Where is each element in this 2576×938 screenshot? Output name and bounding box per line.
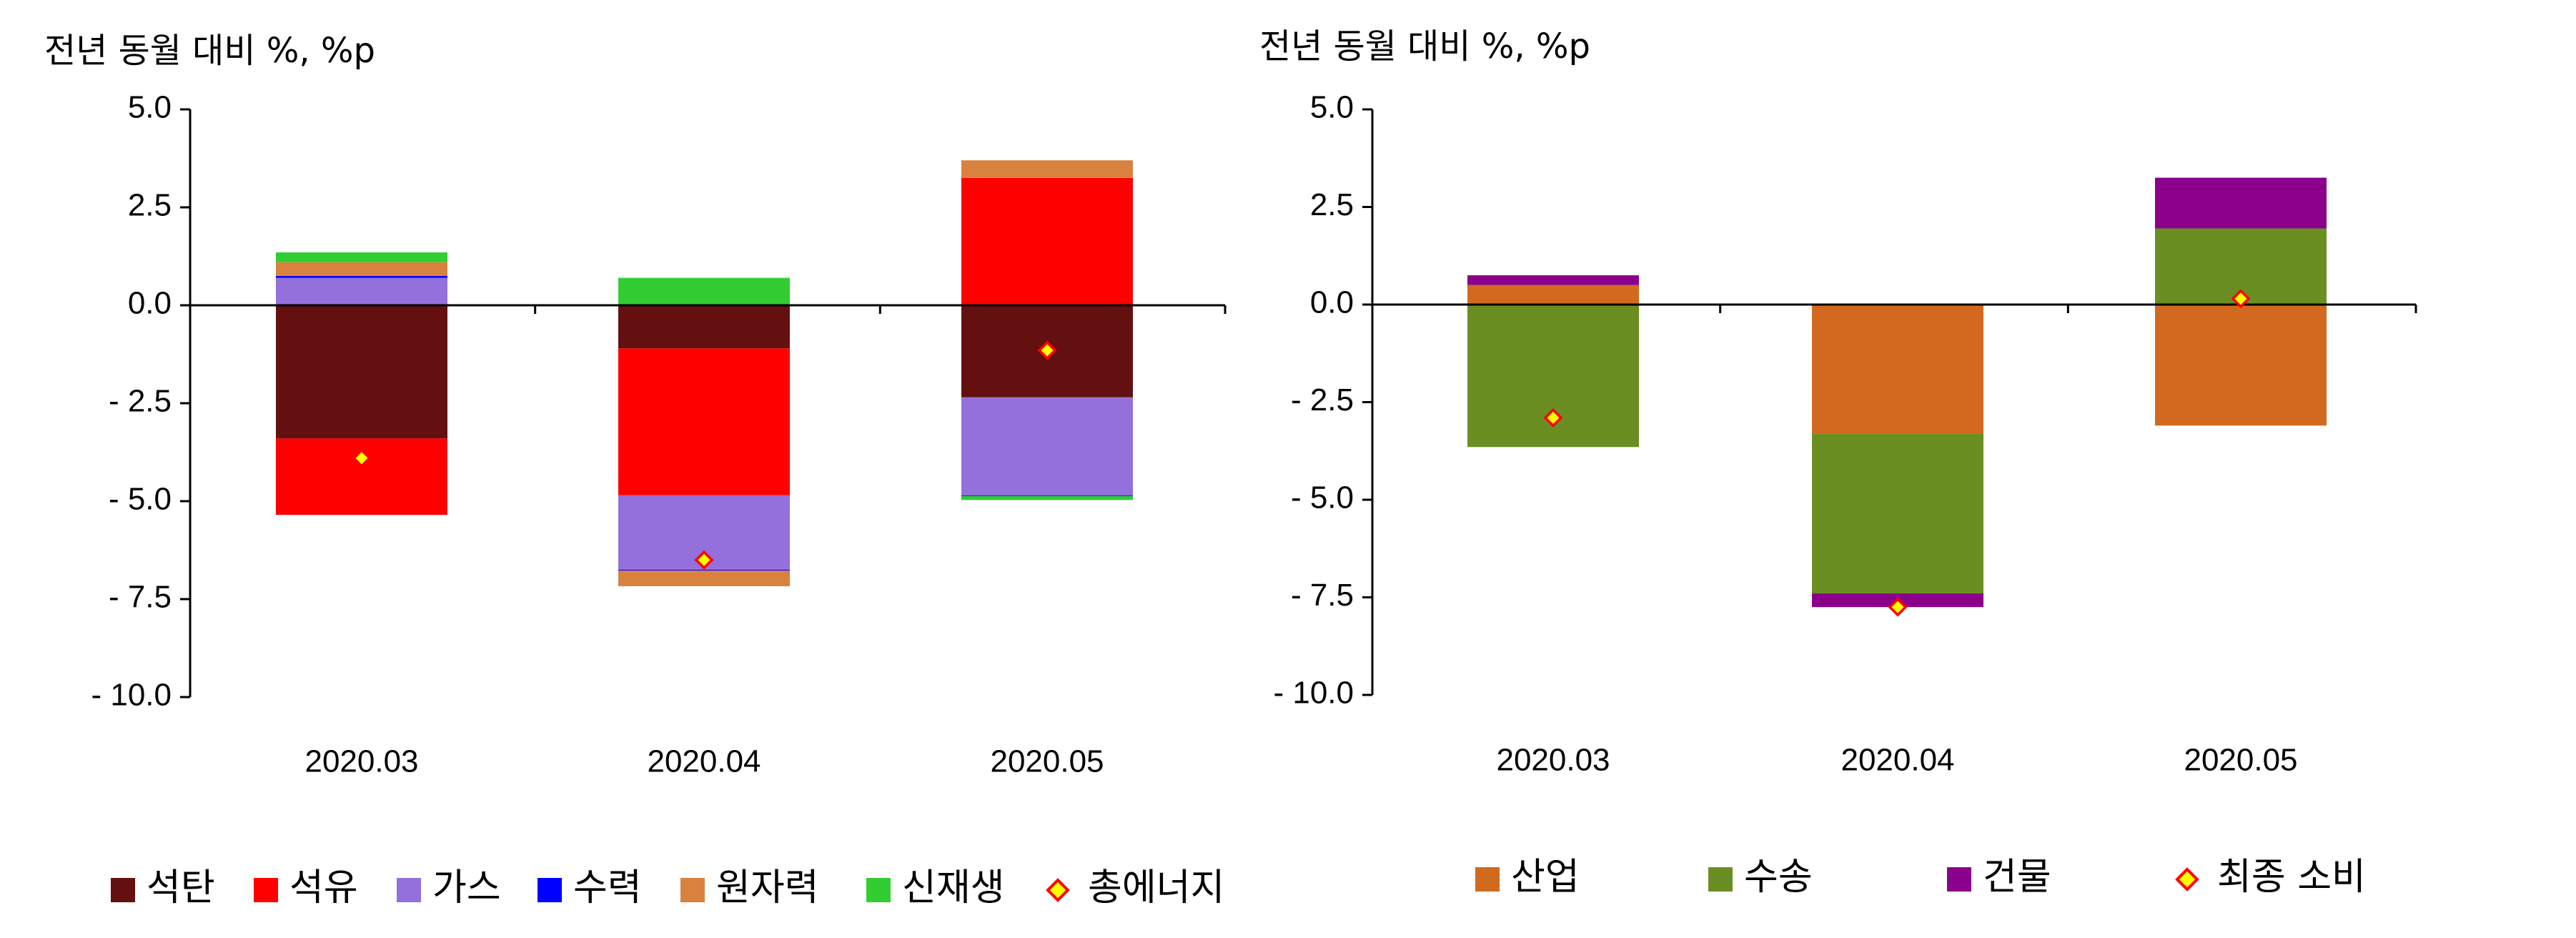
y-tick-label: 0.0	[1310, 285, 1354, 320]
x-tick-label: 2020.04	[1841, 743, 1954, 778]
legend-label: 원자력	[716, 867, 819, 909]
legend-label: 총에너지	[1088, 867, 1224, 909]
legend-label: 수력	[573, 867, 642, 909]
legend-swatch	[254, 878, 278, 902]
legend-label: 최종 소비	[2217, 856, 2366, 899]
y-tick-label: - 5.0	[109, 482, 172, 517]
bar-segment	[618, 305, 790, 349]
total-marker	[1543, 408, 1563, 428]
bar-segment	[1812, 433, 1983, 594]
y-tick-label: 5.0	[128, 90, 172, 125]
x-tick-label: 2020.05	[2184, 743, 2297, 778]
y-tick-label: 2.5	[1310, 187, 1354, 222]
y-tick-label: - 2.5	[1291, 382, 1354, 418]
y-tick-label: - 5.0	[1291, 480, 1354, 515]
bar-segment	[276, 252, 447, 262]
bar-segment	[1812, 305, 1983, 434]
legend-swatch	[111, 878, 135, 902]
legend-swatch	[1947, 867, 1971, 892]
bar-segment	[618, 277, 790, 305]
bar-segment	[961, 495, 1133, 496]
total-marker	[1037, 340, 1057, 360]
legend-label: 산업	[1511, 856, 1580, 899]
bar-segment	[1467, 275, 1639, 285]
bar-segment	[2155, 305, 2327, 426]
legend-swatch	[538, 878, 562, 902]
bar-segment	[276, 275, 447, 278]
legend-swatch	[1708, 867, 1733, 892]
legend-label: 석유	[289, 867, 358, 909]
y-tick-label: 2.5	[128, 188, 172, 223]
legend-marker	[1046, 878, 1070, 902]
y-tick-label: 0.0	[128, 286, 172, 321]
bar-segment	[618, 348, 790, 495]
legend-swatch	[680, 878, 705, 902]
legend-label: 석탄	[147, 867, 215, 909]
bar-segment	[618, 569, 790, 571]
legend-label: 가스	[432, 867, 501, 909]
x-tick-label: 2020.03	[1496, 743, 1610, 778]
x-tick-label: 2020.03	[304, 744, 418, 779]
legend-marker	[2175, 867, 2199, 892]
y-axis-label: 전년 동월 대비 %, %p	[1259, 26, 1590, 66]
total-marker	[352, 448, 372, 468]
bar-segment	[961, 160, 1133, 178]
total-marker	[1888, 597, 1908, 617]
total-marker	[694, 550, 714, 570]
bar-segment	[276, 262, 447, 276]
y-axis-label: 전년 동월 대비 %, %p	[44, 31, 375, 71]
bar-segment	[276, 277, 447, 305]
x-tick-label: 2020.04	[647, 744, 761, 779]
bar-segment	[618, 570, 790, 586]
bar-segment	[2155, 177, 2327, 229]
y-tick-label: 5.0	[1310, 90, 1354, 125]
legend-swatch	[397, 878, 421, 902]
x-tick-label: 2020.05	[990, 744, 1104, 779]
y-tick-label: - 7.5	[1291, 578, 1354, 613]
bar-segment	[961, 397, 1133, 495]
total-marker	[2231, 289, 2251, 309]
bar-segment	[1467, 285, 1639, 305]
legend-label: 신재생	[902, 867, 1005, 909]
y-tick-label: - 10.0	[1273, 676, 1354, 711]
y-tick-label: - 2.5	[109, 384, 172, 419]
bar-segment	[276, 305, 447, 439]
legend-label: 수송	[1744, 856, 1813, 899]
legend-swatch	[1475, 867, 1500, 892]
left-chart-energy-source: 전년 동월 대비 %, %p 5.0 2.5 0.0 - 2.5 - 5.0 - 7.5 - …	[44, 31, 1227, 909]
legend-label: 건물	[1983, 856, 2051, 899]
y-tick-label: - 10.0	[91, 678, 172, 713]
bar-segment	[961, 495, 1133, 500]
bar-segment	[961, 177, 1133, 305]
y-tick-label: - 7.5	[109, 580, 172, 615]
legend-swatch	[866, 878, 891, 902]
right-chart-final-consumption: 전년 동월 대비 %, %p 5.0 2.5 0.0 - 2.5 - 5.0 - 7.5 - …	[1259, 26, 2417, 899]
